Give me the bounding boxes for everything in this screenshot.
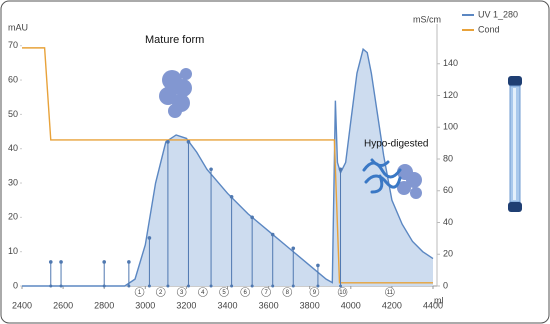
x-tick-label: 3800: [300, 300, 320, 310]
fraction-label: 8: [286, 290, 290, 296]
fraction-dot: [127, 260, 131, 264]
fraction-label: 10: [339, 290, 346, 296]
y-tick-label: 20: [8, 212, 18, 222]
fraction-marker: [282, 287, 293, 297]
x-axis-label: ml: [434, 295, 444, 305]
fraction-dot: [59, 260, 63, 264]
line: [22, 47, 433, 284]
fraction-dot: [291, 246, 296, 251]
fraction-base-dot: [271, 284, 275, 288]
column-icon: [508, 76, 522, 212]
y-axis-label: mAU: [8, 22, 28, 32]
y-tick-label: 40: [8, 143, 18, 153]
fraction-marker: [337, 287, 348, 297]
fraction-marker: [309, 287, 320, 297]
fraction-base-dot: [291, 284, 295, 288]
y2-tick-label: 40: [443, 217, 453, 227]
y-tick-label: 70: [8, 40, 18, 50]
fraction-label: 3: [180, 290, 184, 296]
fraction-label: 9: [313, 290, 317, 296]
fraction-label: 7: [264, 290, 268, 296]
x-tick-label: 4200: [382, 300, 402, 310]
y2-tick-label: 140: [443, 58, 458, 68]
fraction-label: 4: [201, 290, 205, 296]
fraction-dot: [316, 263, 320, 268]
fraction-marker: [240, 287, 250, 297]
y2-tick-label: 60: [443, 185, 453, 195]
fraction-marker: [261, 287, 271, 297]
fraction-marker: [385, 287, 395, 297]
fraction-dot: [147, 236, 152, 240]
protein-icon: [397, 164, 422, 199]
annotation: Mature form: [145, 34, 204, 46]
fraction-base-dot: [339, 284, 343, 288]
fraction-base-dot: [59, 284, 63, 288]
fraction-label: 5: [222, 290, 226, 296]
y-tick-label: 10: [8, 246, 18, 256]
fraction-label: 11: [387, 290, 394, 296]
x-tick-label: 4000: [341, 300, 361, 310]
y2-tick-label: 80: [443, 153, 453, 163]
fraction-base-dot: [209, 284, 213, 288]
fraction-marker: [176, 287, 187, 297]
fraction-base-dot: [250, 284, 254, 288]
x-tick-label: 3000: [135, 300, 155, 310]
fraction-base-dot: [49, 284, 53, 288]
fraction-dot: [338, 167, 343, 172]
fraction-dot: [102, 260, 106, 264]
y2-tick-label: 120: [443, 90, 458, 100]
fraction-dot: [229, 194, 234, 199]
y2-axis-label: mS/cm: [413, 14, 441, 24]
y-tick-label: 60: [8, 74, 18, 84]
fraction-dot: [250, 215, 254, 220]
y-tick-label: 30: [8, 177, 18, 187]
peptide-icon: [362, 158, 402, 194]
x-tick-label: 2400: [12, 300, 32, 310]
legend-label: UV 1_280: [478, 9, 518, 19]
x-tick-label: 3600: [259, 300, 279, 310]
protein-icon: [159, 68, 192, 118]
fraction-base-dot: [316, 284, 320, 288]
fraction-dot: [270, 232, 275, 237]
y-tick-label: 0: [13, 280, 18, 290]
y2-tick-label: 0: [443, 280, 448, 290]
fraction-dot: [186, 140, 191, 144]
x-tick-label: 3400: [217, 300, 237, 310]
area: [22, 49, 433, 286]
fraction-base-dot: [230, 284, 234, 288]
annotation: Hypo-digested: [364, 139, 428, 150]
fraction-base-dot: [147, 284, 151, 288]
fraction-base-dot: [186, 284, 190, 288]
fraction-label: 6: [244, 290, 248, 296]
fraction-dot: [166, 140, 170, 144]
fraction-label: 1: [138, 290, 142, 296]
fraction-base-dot: [102, 284, 106, 288]
fraction-dot: [48, 260, 53, 264]
x-tick-label: 4400: [423, 300, 443, 310]
fraction-dot: [209, 167, 213, 172]
x-tick-label: 2800: [94, 300, 114, 310]
fraction-marker: [155, 287, 166, 297]
y-tick-label: 50: [8, 109, 18, 119]
fraction-base-dot: [127, 284, 131, 288]
y2-tick-label: 100: [443, 122, 458, 132]
fraction-marker: [198, 287, 208, 297]
plot-area: [20, 24, 440, 297]
fraction-marker: [134, 287, 145, 297]
y2-tick-label: 20: [443, 249, 453, 259]
fraction-marker: [219, 287, 229, 297]
fraction-label: 2: [159, 290, 163, 296]
legend-label: Cond: [478, 24, 500, 34]
fraction-base-dot: [166, 284, 170, 288]
x-tick-label: 3200: [176, 300, 196, 310]
x-tick-label: 2600: [53, 300, 73, 310]
